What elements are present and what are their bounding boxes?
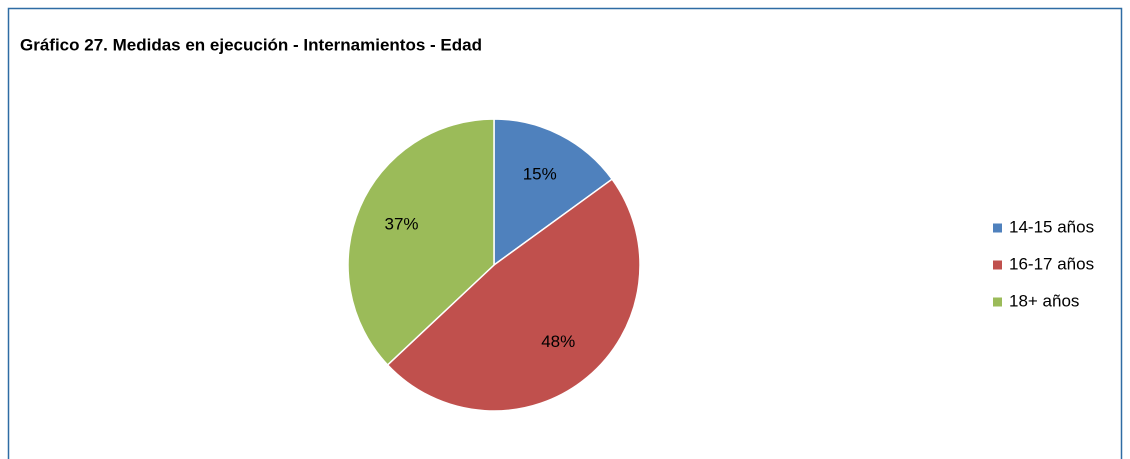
legend-swatch [993,223,1002,233]
frame [7,7,1123,459]
chart-title: Gráfico 27. Medidas en ejecución - Inter… [20,35,482,54]
pie-slice [386,178,641,412]
pie-slice [347,118,495,367]
data-label: 37% [385,214,419,233]
data-label: 48% [541,332,575,351]
pie-slice [493,118,614,267]
legend-swatch [993,260,1002,270]
legend-label: 16-17 años [1009,254,1094,273]
legend-label: 18+ años [1009,291,1079,310]
legend-label: 14-15 años [1009,217,1094,236]
data-label: 15% [523,165,557,184]
legend-swatch [993,297,1002,307]
